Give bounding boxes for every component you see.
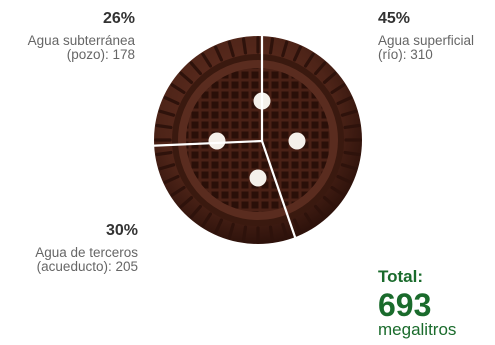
cookie-ridge xyxy=(155,150,173,157)
cookie-ridge xyxy=(227,40,235,58)
cookie-ridge xyxy=(189,204,202,219)
cookie-ridge xyxy=(268,225,275,243)
cookie-ridge xyxy=(170,185,186,197)
cookie-ridge xyxy=(340,109,358,117)
cookie-ridge xyxy=(189,61,202,76)
cookie-waffle xyxy=(186,68,330,212)
cookie-ridge xyxy=(322,71,337,84)
cookie-ridge xyxy=(179,71,194,84)
cookie-ridge xyxy=(179,196,194,209)
total-title: Total: xyxy=(378,267,424,286)
cookie-ridge xyxy=(330,83,346,95)
cookie-ridge xyxy=(343,150,361,157)
cookie-ridge xyxy=(330,185,346,197)
total-block: Total: 693 megalitros xyxy=(378,267,493,339)
slice-description: Agua superficial (río): 310 xyxy=(378,34,493,62)
slice-description-line: Agua de terceros xyxy=(35,245,138,260)
cookie-ridge xyxy=(214,218,224,235)
cookie-ridge xyxy=(227,222,235,240)
cookie-ridge xyxy=(281,40,289,58)
cookie-ridge xyxy=(322,196,337,209)
cookie-ridge xyxy=(155,123,173,130)
cookie-ridge xyxy=(314,61,327,76)
cookie-ridge xyxy=(163,174,180,184)
cookie-ridge xyxy=(292,218,302,235)
cookie-ridge xyxy=(201,212,213,228)
slice-description: Agua subterránea (pozo): 178 xyxy=(5,34,135,62)
cookie-ridge xyxy=(241,225,248,243)
cookie-ridge xyxy=(281,222,289,240)
cookie-ridge xyxy=(268,37,275,55)
slice-label-acueducto: 30% Agua de terceros (acueducto): 205 xyxy=(3,222,138,274)
cookie-ridge xyxy=(336,96,353,106)
cookie-ridge xyxy=(201,52,213,68)
cookie-ridge xyxy=(163,96,180,106)
slice-label-rio: 45% Agua superficial (río): 310 xyxy=(378,10,493,62)
cream-dot xyxy=(208,132,226,150)
cookie-ridge xyxy=(170,83,186,95)
slice-description-line: (pozo): 178 xyxy=(66,47,135,62)
cookie-ridge xyxy=(158,109,176,117)
slice-description-line: Agua subterránea xyxy=(27,33,135,48)
cream-dot xyxy=(288,132,306,150)
slice-percent: 26% xyxy=(102,10,135,27)
slice-percent: 30% xyxy=(105,222,138,239)
total-unit: megalitros xyxy=(378,320,457,339)
cookie-ridge xyxy=(158,163,176,171)
cookie-ridge xyxy=(343,123,361,130)
cookie-ridge xyxy=(314,204,327,219)
cookie-rim-ridges xyxy=(154,36,362,244)
slice-separator xyxy=(152,139,263,147)
cookie-ridge xyxy=(340,163,358,171)
cookie-ridge xyxy=(214,45,224,62)
cookie-pie xyxy=(154,36,362,244)
cookie-ridge xyxy=(241,37,248,55)
cream-dot xyxy=(249,169,267,187)
slice-label-pozo: 26% Agua subterránea (pozo): 178 xyxy=(5,10,135,62)
slice-separator xyxy=(260,140,299,246)
slice-separators xyxy=(152,31,299,246)
cookie-ridge xyxy=(292,45,302,62)
slice-description-line: (río): 310 xyxy=(378,47,433,62)
slice-description: Agua de terceros (acueducto): 205 xyxy=(3,246,138,274)
slice-description-line: Agua superficial xyxy=(378,33,475,48)
slice-description-line: (acueducto): 205 xyxy=(36,259,138,274)
cookie-ridge xyxy=(303,52,315,68)
total-value: 693 xyxy=(378,287,432,323)
cookie-ridge xyxy=(336,174,353,184)
slice-percent: 45% xyxy=(378,10,411,27)
cookie-ridge xyxy=(303,212,315,228)
